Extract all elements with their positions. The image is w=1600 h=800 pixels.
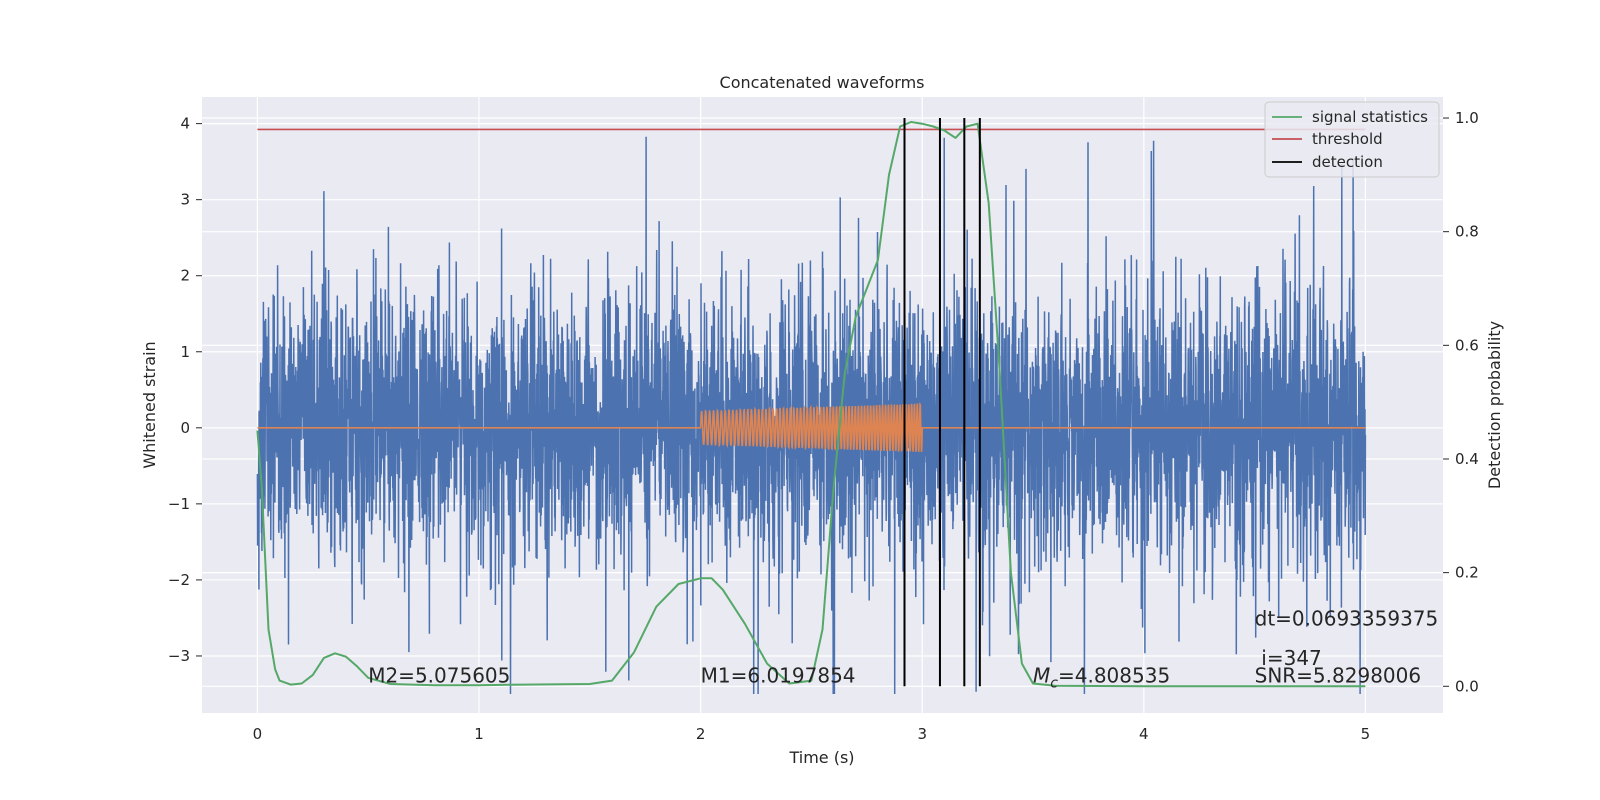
- y-tick-label: 1: [180, 343, 190, 361]
- tick-layer: 0 1 2 3 4 5 4 3 2 1 0 −1 −2 −3 1.0 0.8 0.6 0.4 0.2 0.0: [168, 109, 1479, 743]
- legend-label-threshold: threshold: [1312, 130, 1383, 148]
- x-tick-label: 5: [1361, 725, 1371, 743]
- y-tick-label: 0: [180, 419, 190, 437]
- y-tick-label: −2: [168, 571, 190, 589]
- y2-tick-label: 0.6: [1455, 336, 1479, 354]
- y2-axis-label: Detection probability: [1485, 321, 1504, 489]
- x-axis-label: Time (s): [788, 748, 854, 767]
- legend-box: [1264, 101, 1440, 178]
- x-tick-label: 0: [253, 725, 263, 743]
- x-tick-label: 3: [917, 725, 927, 743]
- y2-tick-label: 0.2: [1455, 564, 1479, 582]
- y-tick-label: 2: [180, 267, 190, 285]
- y-tick-label: 3: [180, 191, 190, 209]
- x-tick-label: 2: [696, 725, 706, 743]
- signal-statistics-line: [256, 121, 1366, 688]
- y-tick-label: 4: [180, 115, 190, 133]
- x-tick-label: 4: [1139, 725, 1149, 743]
- template-series-line: [257, 401, 1366, 453]
- y2-tick-label: 1.0: [1455, 109, 1479, 127]
- m1-annotation: M1=6.0197854: [701, 664, 856, 688]
- annotation-layer: M2=5.075605 M1=6.0197854 Mc=4.808535 dt=…: [368, 607, 1438, 692]
- mc-annotation: Mc=4.808535: [1033, 664, 1170, 692]
- m2-annotation: M2=5.075605: [368, 664, 510, 688]
- series-layer: [256, 118, 1367, 695]
- y2-tick-label: 0.8: [1455, 223, 1479, 241]
- y-axis-label: Whitened strain: [140, 341, 159, 468]
- legend-label-detection: detection: [1312, 153, 1383, 171]
- y-tick-label: −3: [168, 647, 190, 665]
- legend: signal statistics threshold detection: [1264, 101, 1440, 178]
- y2-tick-label: 0.4: [1455, 450, 1479, 468]
- index-annotation: i=347: [1261, 646, 1322, 670]
- y2-tick-label: 0.0: [1455, 677, 1479, 695]
- dt-annotation: dt=0.0693359375: [1255, 607, 1439, 631]
- snr-annotation: SNR=5.8298006: [1255, 664, 1421, 688]
- y-tick-label: −1: [168, 495, 190, 513]
- x-tick-label: 1: [474, 725, 484, 743]
- chart-title: Concatenated waveforms: [720, 73, 925, 92]
- legend-label-signal-statistics: signal statistics: [1312, 108, 1428, 126]
